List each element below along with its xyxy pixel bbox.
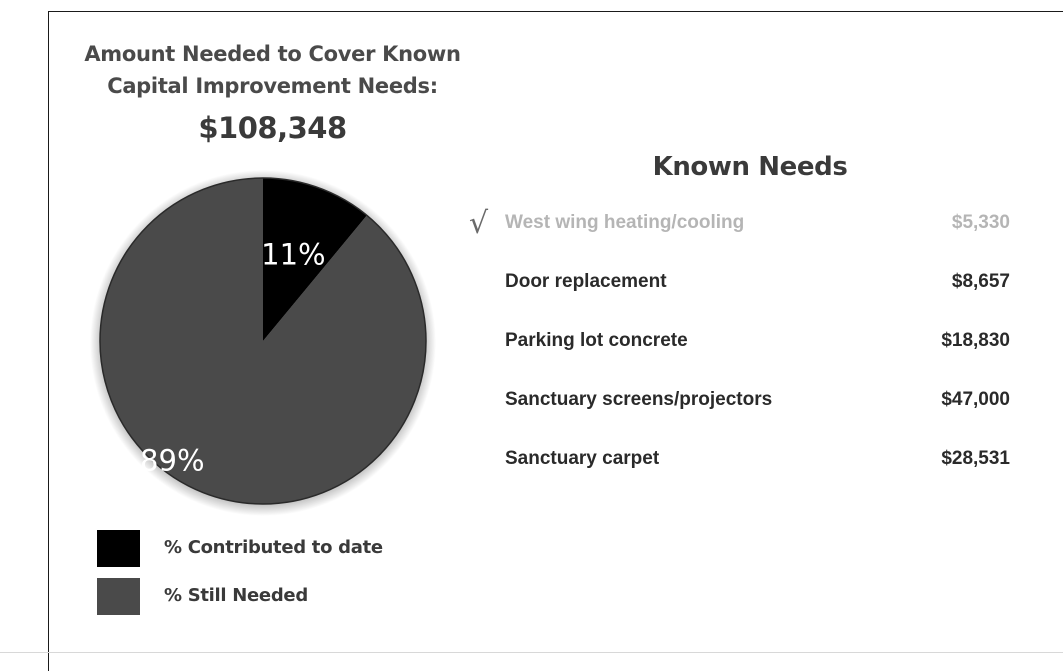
bottom-divider — [0, 652, 1063, 653]
need-amount: $28,531 — [941, 448, 1010, 469]
pie-slices — [99, 177, 427, 505]
need-name: West wing heating/cooling — [505, 212, 745, 233]
chart-title: Amount Needed to Cover Known Capital Imp… — [84, 42, 461, 98]
pie-label-still-needed: 89% — [140, 444, 204, 478]
need-name: Door replacement — [505, 271, 667, 292]
need-name: Sanctuary carpet — [505, 448, 660, 469]
pie-chart: 11% 89% — [90, 170, 436, 516]
need-amount: $8,657 — [951, 271, 1010, 292]
chart-total-amount: $108,348 — [198, 111, 347, 145]
need-row-west-wing: √ West wing heating/cooling $5,330 — [469, 206, 1010, 242]
pie-label-contributed: 11% — [261, 238, 325, 272]
need-name: Sanctuary screens/projectors — [505, 389, 773, 410]
need-amount: $5,330 — [951, 212, 1010, 233]
legend-label-contributed: % Contributed to date — [164, 537, 383, 558]
need-row-screens: Sanctuary screens/projectors $47,000 — [505, 389, 1010, 419]
need-row-carpet: Sanctuary carpet $28,531 — [505, 448, 1010, 478]
chart-frame — [48, 11, 1063, 671]
pie-slice-still-needed — [100, 177, 426, 504]
need-amount: $47,000 — [941, 389, 1010, 410]
pie-slice-contributed — [263, 178, 367, 341]
checkmark-icon: √ — [469, 206, 489, 241]
legend-swatch-contributed — [97, 530, 140, 567]
need-amount: $18,830 — [941, 330, 1010, 351]
known-needs-title: Known Needs — [652, 152, 848, 182]
pie-outline — [99, 177, 427, 505]
legend-swatch-still-needed — [97, 578, 140, 615]
legend-label-still-needed: % Still Needed — [164, 585, 308, 606]
pie-labels: 11% 89% — [140, 238, 326, 478]
need-row-door: Door replacement $8,657 — [505, 271, 1010, 301]
need-name: Parking lot concrete — [505, 330, 688, 351]
need-row-parking: Parking lot concrete $18,830 — [505, 330, 1010, 360]
